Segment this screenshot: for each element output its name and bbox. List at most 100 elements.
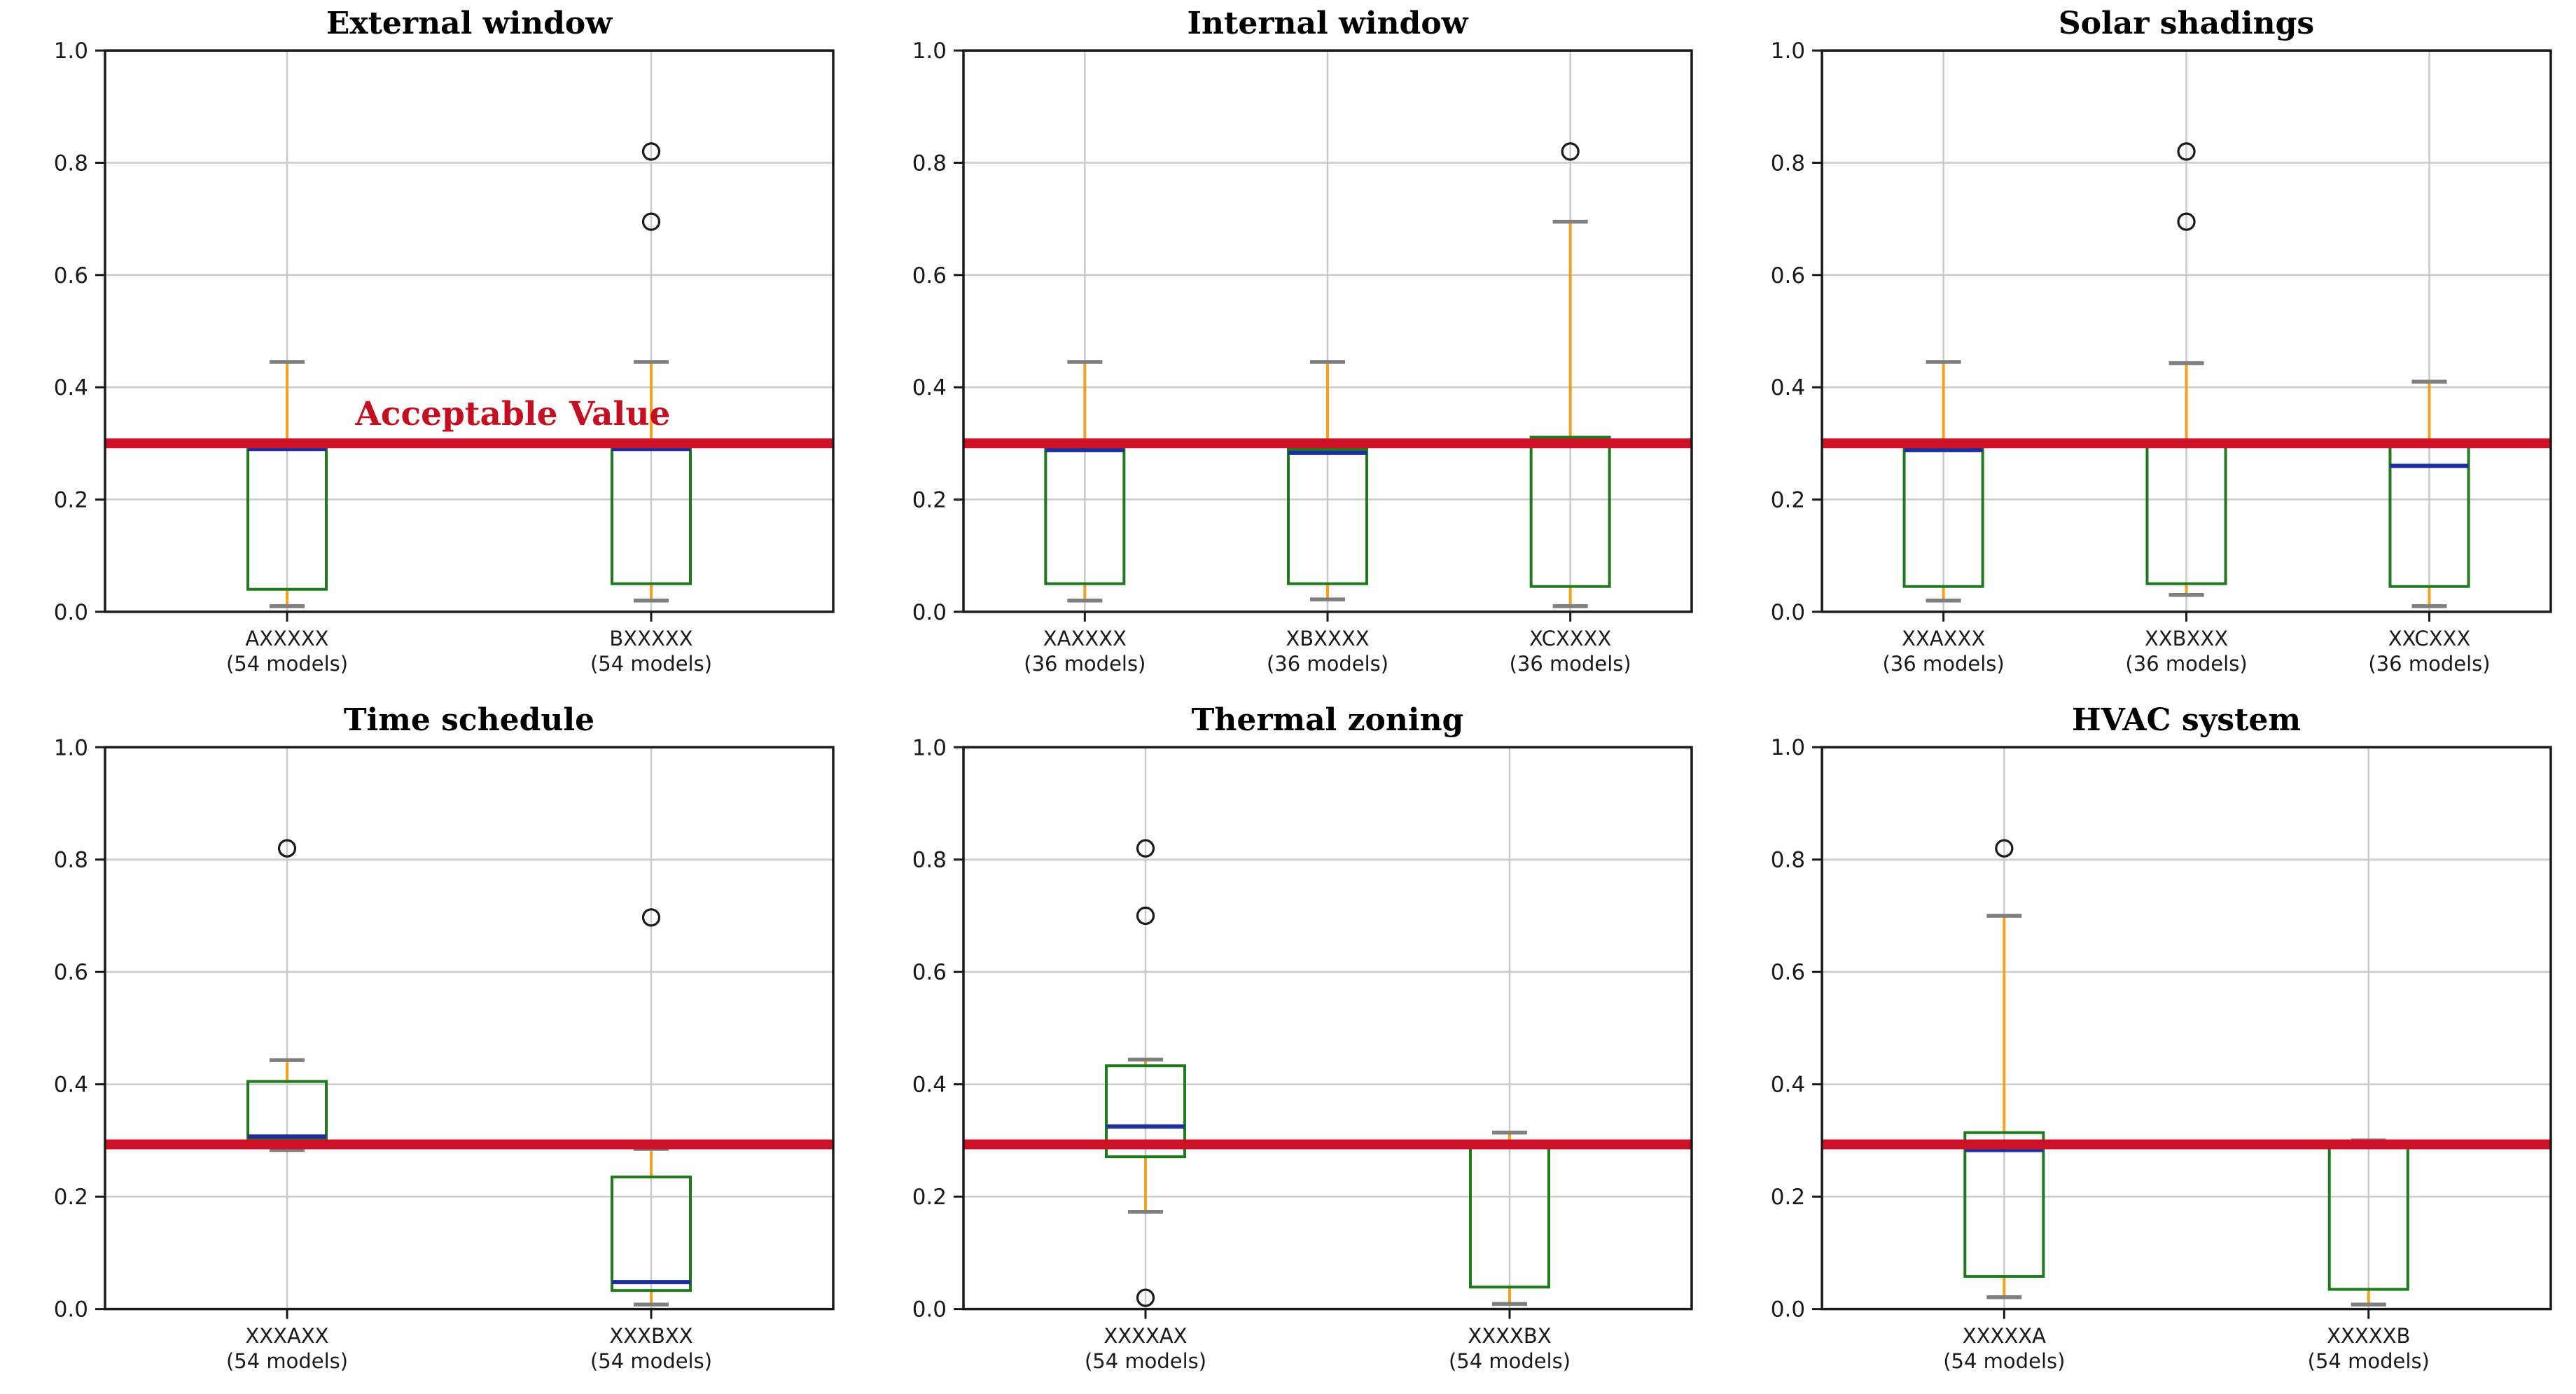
x-axis-category-label: XXBXXX <box>2145 627 2228 650</box>
y-axis-tick-label: 0.0 <box>54 600 88 625</box>
y-axis-tick-label: 0.4 <box>1771 1073 1805 1098</box>
x-axis-model-count-label: (36 models) <box>1510 652 1631 676</box>
boxplot-panel-hvac-system: 0.0 0.2 0.4 0.6 0.8 1.0 XXXXXA (54 models) XXXXX… <box>1717 697 2576 1394</box>
acceptable-value-label: Acceptable Value <box>354 395 670 433</box>
panel-title: HVAC system <box>2072 702 2301 738</box>
outlier-point <box>1136 906 1155 926</box>
boxplot-panel-time-schedule: 0.0 0.2 0.4 0.6 0.8 1.0 XXXAXX (54 models) XXXBX… <box>0 697 858 1394</box>
x-axis-category-label: XXXXAX <box>1103 1324 1187 1348</box>
boxplot-svg: Acceptable Value 0.0 0.2 0.4 0.6 0.8 1.0 AXXXXX… <box>54 6 835 676</box>
x-axis-category-label: XXXXXB <box>2327 1324 2410 1348</box>
y-axis-tick-label: 0.4 <box>912 1073 947 1098</box>
y-axis-tick-label: 0.4 <box>1771 375 1805 400</box>
x-axis-category-label: XXAXXX <box>1902 627 1985 650</box>
y-axis-tick-label: 0.2 <box>1771 487 1805 513</box>
x-axis-category-label: XXXBXX <box>609 1324 692 1348</box>
y-axis-tick-label: 0.0 <box>54 1297 88 1323</box>
y-axis-tick-label: 0.8 <box>54 848 88 873</box>
box-iqr <box>1105 1064 1186 1159</box>
y-axis-tick-label: 0.8 <box>1771 848 1805 873</box>
box-iqr <box>1529 435 1611 588</box>
y-axis-tick-label: 0.2 <box>912 487 947 513</box>
y-axis-tick-label: 0.0 <box>912 600 947 625</box>
outlier-point <box>1136 839 1155 858</box>
y-axis-tick-label: 1.0 <box>1771 735 1805 760</box>
panel-title: External window <box>326 6 613 41</box>
panel-title: Solar shadings <box>2059 6 2314 41</box>
axes-frame <box>962 746 1693 1311</box>
y-axis-tick-label: 0.4 <box>54 1073 88 1098</box>
axes-frame <box>104 49 835 613</box>
box-iqr <box>1287 448 1368 585</box>
x-axis-category-label: XXXAXX <box>245 1324 328 1348</box>
x-axis-model-count-label: (54 models) <box>590 1349 712 1373</box>
y-axis-tick-label: 0.0 <box>1771 1297 1805 1323</box>
outlier-point <box>1995 839 2014 858</box>
x-axis-category-label: XXXXXA <box>1963 1324 2046 1348</box>
y-axis-tick-label: 0.8 <box>54 151 88 176</box>
x-axis-category-label: XCXXXX <box>1529 627 1611 650</box>
boxplot-panel-external-window: Acceptable Value 0.0 0.2 0.4 0.6 0.8 1.0 AXXXXX… <box>0 0 858 697</box>
outlier-point <box>2177 212 2196 231</box>
y-axis-tick-label: 0.6 <box>54 960 88 985</box>
box-iqr <box>611 1176 692 1292</box>
box-iqr <box>1963 1131 2045 1278</box>
y-axis-tick-label: 0.6 <box>1771 960 1805 985</box>
y-axis-tick-label: 0.0 <box>912 1297 947 1323</box>
x-axis-model-count-label: (36 models) <box>2368 652 2490 676</box>
boxplot-panel-internal-window: 0.0 0.2 0.4 0.6 0.8 1.0 XAXXXX (36 models) XBXXX… <box>858 0 1717 697</box>
y-axis-tick-label: 0.2 <box>54 1185 88 1210</box>
y-axis-tick-label: 0.4 <box>54 375 88 400</box>
x-axis-category-label: BXXXXX <box>609 627 692 650</box>
x-axis-category-label: AXXXXX <box>245 627 328 650</box>
outlier-point <box>1136 1288 1155 1307</box>
x-axis-model-count-label: (54 models) <box>226 652 348 676</box>
outlier-point <box>641 908 661 927</box>
x-axis-category-label: XXCXXX <box>2388 627 2471 650</box>
y-axis-tick-label: 1.0 <box>912 39 947 64</box>
x-axis-model-count-label: (54 models) <box>1449 1349 1571 1373</box>
x-axis-category-label: XBXXXX <box>1286 627 1369 650</box>
axes-frame <box>1820 746 2552 1311</box>
y-axis-tick-label: 0.6 <box>912 263 947 288</box>
panel-title: Thermal zoning <box>1192 702 1464 738</box>
y-axis-tick-label: 0.6 <box>54 263 88 288</box>
y-axis-tick-label: 1.0 <box>54 39 88 64</box>
y-axis-tick-label: 0.4 <box>912 375 947 400</box>
x-axis-model-count-label: (54 models) <box>1085 1349 1206 1373</box>
boxplot-panel-solar-shadings: 0.0 0.2 0.4 0.6 0.8 1.0 XXAXXX (36 models) XXBXX… <box>1717 0 2576 697</box>
outlier-point <box>1561 142 1580 161</box>
panel-title: Internal window <box>1187 6 1468 41</box>
boxplot-svg: 0.0 0.2 0.4 0.6 0.8 1.0 XXXXXA(54 models) XXXXX… <box>1771 702 2552 1373</box>
x-axis-model-count-label: (36 models) <box>2125 652 2247 676</box>
x-axis-model-count-label: (54 models) <box>590 652 712 676</box>
y-axis-tick-label: 0.6 <box>1771 263 1805 288</box>
x-axis-model-count-label: (36 models) <box>1024 652 1146 676</box>
y-axis-tick-label: 1.0 <box>54 735 88 760</box>
outlier-point <box>641 142 661 161</box>
y-axis-tick-label: 0.2 <box>912 1185 947 1210</box>
axes-frame <box>104 746 835 1311</box>
x-axis-model-count-label: (36 models) <box>1882 652 2004 676</box>
y-axis-tick-label: 1.0 <box>912 735 947 760</box>
y-axis-tick-label: 0.8 <box>1771 151 1805 176</box>
x-axis-model-count-label: (36 models) <box>1267 652 1388 676</box>
y-axis-tick-label: 0.8 <box>912 151 947 176</box>
x-axis-category-label: XAXXXX <box>1043 627 1127 650</box>
y-axis-tick-label: 0.0 <box>1771 600 1805 625</box>
y-axis-tick-label: 0.2 <box>54 487 88 513</box>
y-axis-tick-label: 0.6 <box>912 960 947 985</box>
x-axis-category-label: XXXXBX <box>1468 1324 1551 1348</box>
outlier-point <box>2177 142 2196 161</box>
panel-title: Time schedule <box>344 702 594 738</box>
x-axis-model-count-label: (54 models) <box>1943 1349 2065 1373</box>
outlier-point <box>277 839 297 858</box>
x-axis-model-count-label: (54 models) <box>226 1349 348 1373</box>
y-axis-tick-label: 0.2 <box>1771 1185 1805 1210</box>
y-axis-tick-label: 1.0 <box>1771 39 1805 64</box>
